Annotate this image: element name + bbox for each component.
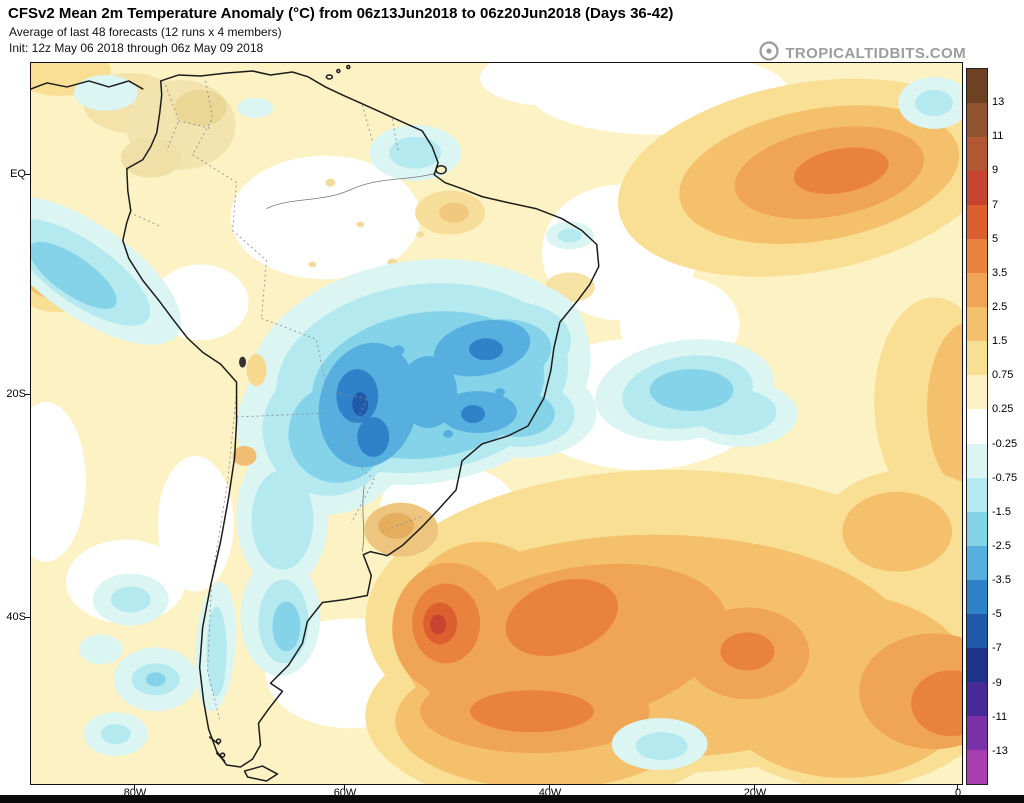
x-axis-tick	[957, 785, 958, 790]
colorbar-label: 5	[992, 232, 999, 245]
colorbar-label: 11	[992, 130, 1004, 143]
page-title: CFSv2 Mean 2m Temperature Anomaly (°C) f…	[8, 5, 674, 22]
colorbar-swatch	[967, 511, 987, 546]
colorbar-swatch	[967, 205, 987, 240]
anomaly-map-canvas	[31, 63, 962, 784]
colorbar-swatch	[967, 443, 987, 478]
colorbar-label: 3.5	[992, 266, 1008, 279]
colorbar-swatch	[967, 171, 987, 206]
cold-region-central-south-america	[236, 258, 597, 677]
colorbar-swatches	[966, 68, 988, 785]
colorbar-label: -7	[992, 642, 1002, 655]
warm-patch-uruguay	[364, 502, 439, 557]
subtitle-init-times: Init: 12z May 06 2018 through 06z May 09…	[9, 41, 264, 55]
anomaly-map	[30, 62, 963, 785]
colorbar-label: 13	[992, 96, 1005, 109]
colorbar-label: 2.5	[992, 301, 1008, 313]
land-accent-patches	[232, 354, 267, 466]
colorbar-label: -5	[992, 608, 1002, 621]
footer-bar	[0, 795, 1024, 803]
colorbar-swatch	[967, 715, 987, 750]
cold-band-pacific	[31, 196, 182, 345]
x-axis-tick	[754, 785, 755, 790]
colorbar-swatch	[967, 579, 987, 614]
colorbar-swatch	[967, 239, 987, 274]
colorbar-swatch	[967, 273, 987, 308]
cold-patches-small	[73, 74, 962, 771]
colorbar-label: -0.25	[992, 437, 1018, 450]
warm-region-north-atlantic	[617, 78, 962, 277]
colorbar-label: -0.75	[992, 471, 1018, 484]
colorbar-swatch	[967, 681, 987, 716]
y-axis-label-20s: 20S	[6, 388, 26, 400]
colorbar-label: 9	[992, 164, 999, 177]
watermark: TROPICALTIDBITS.COM	[759, 41, 966, 66]
colorbar-label: -9	[992, 676, 1002, 689]
colorbar-label: 0.25	[992, 403, 1014, 416]
colorbar-swatch	[967, 103, 987, 138]
x-axis-tick	[344, 785, 345, 790]
colorbar-label: 1.5	[992, 335, 1008, 348]
colorbar-label: -11	[992, 710, 1008, 723]
colorbar-swatch	[967, 647, 987, 682]
colorbar-swatch	[967, 409, 987, 444]
colorbar-swatch	[967, 69, 987, 104]
cold-patch-mid-atlantic	[595, 339, 798, 447]
colorbar-swatch	[967, 545, 987, 580]
warm-region-east-edge	[874, 297, 962, 507]
colorbar-label: -13	[992, 744, 1008, 757]
watermark-text: TROPICALTIDBITS.COM	[785, 45, 966, 62]
coastlines	[31, 64, 600, 782]
x-axis-tick	[134, 785, 135, 790]
colorbar-swatch	[967, 477, 987, 512]
tropicaltidbits-logo-icon	[759, 41, 779, 66]
colorbar-swatch	[967, 749, 987, 784]
colorbar-swatch	[967, 375, 987, 410]
colorbar-label: -2.5	[992, 540, 1011, 552]
colorbar-swatch	[967, 341, 987, 376]
y-axis-label-40s: 40S	[6, 611, 26, 623]
colorbar-label: 7	[992, 198, 999, 211]
subtitle-forecast-average: Average of last 48 forecasts (12 runs x …	[9, 25, 282, 39]
colorbar-label: 0.75	[992, 369, 1014, 382]
rivers	[266, 170, 444, 552]
colorbar-swatch	[967, 307, 987, 342]
y-axis-label-eq: EQ	[10, 168, 26, 180]
x-axis-tick	[549, 785, 550, 790]
colorbar-label: -1.5	[992, 505, 1011, 518]
colorbar-label: -3.5	[992, 574, 1011, 587]
colorbar-swatch	[967, 613, 987, 648]
colorbar-swatch	[967, 137, 987, 172]
